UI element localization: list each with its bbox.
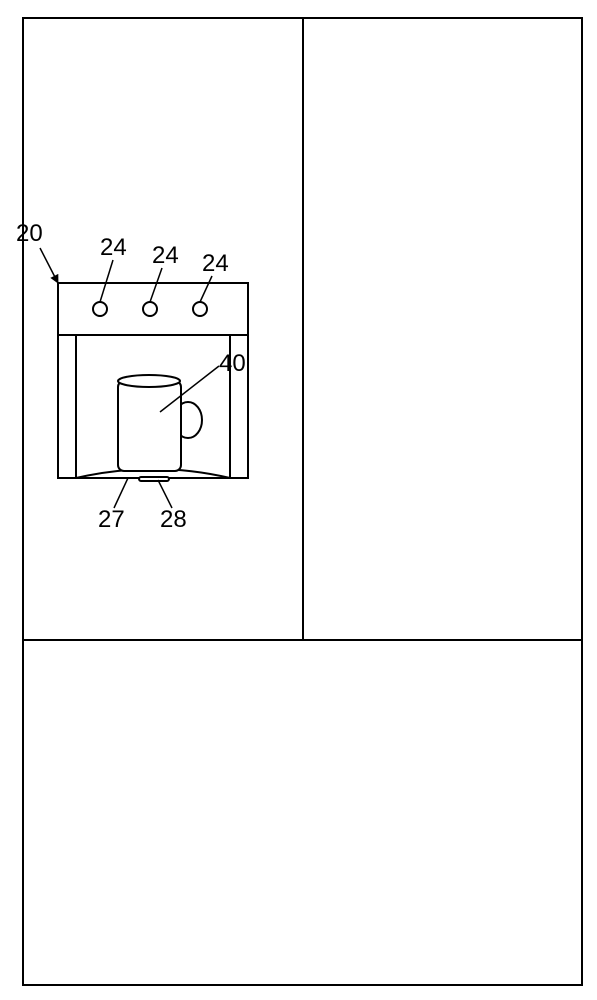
dispenser-button [143, 302, 157, 316]
leader-line [100, 260, 113, 302]
dispenser-button [93, 302, 107, 316]
patent-figure: 20 24 24 24 40 27 28 [0, 0, 597, 1000]
reference-numeral: 24 [152, 244, 179, 268]
leader-line [158, 480, 172, 508]
drain-slot [139, 477, 169, 481]
dispenser-button [193, 302, 207, 316]
reference-numeral: 28 [160, 508, 187, 532]
reference-numeral: 24 [100, 236, 127, 260]
leader-line [114, 478, 128, 508]
leader-line [40, 248, 58, 283]
reference-numeral: 24 [202, 252, 229, 276]
reference-numeral: 27 [98, 508, 125, 532]
reference-numeral: 40 [219, 352, 246, 376]
leader-line [200, 276, 212, 302]
refrigerator-outline [23, 18, 582, 985]
reference-numeral: 20 [16, 222, 43, 246]
leader-line [150, 268, 162, 302]
